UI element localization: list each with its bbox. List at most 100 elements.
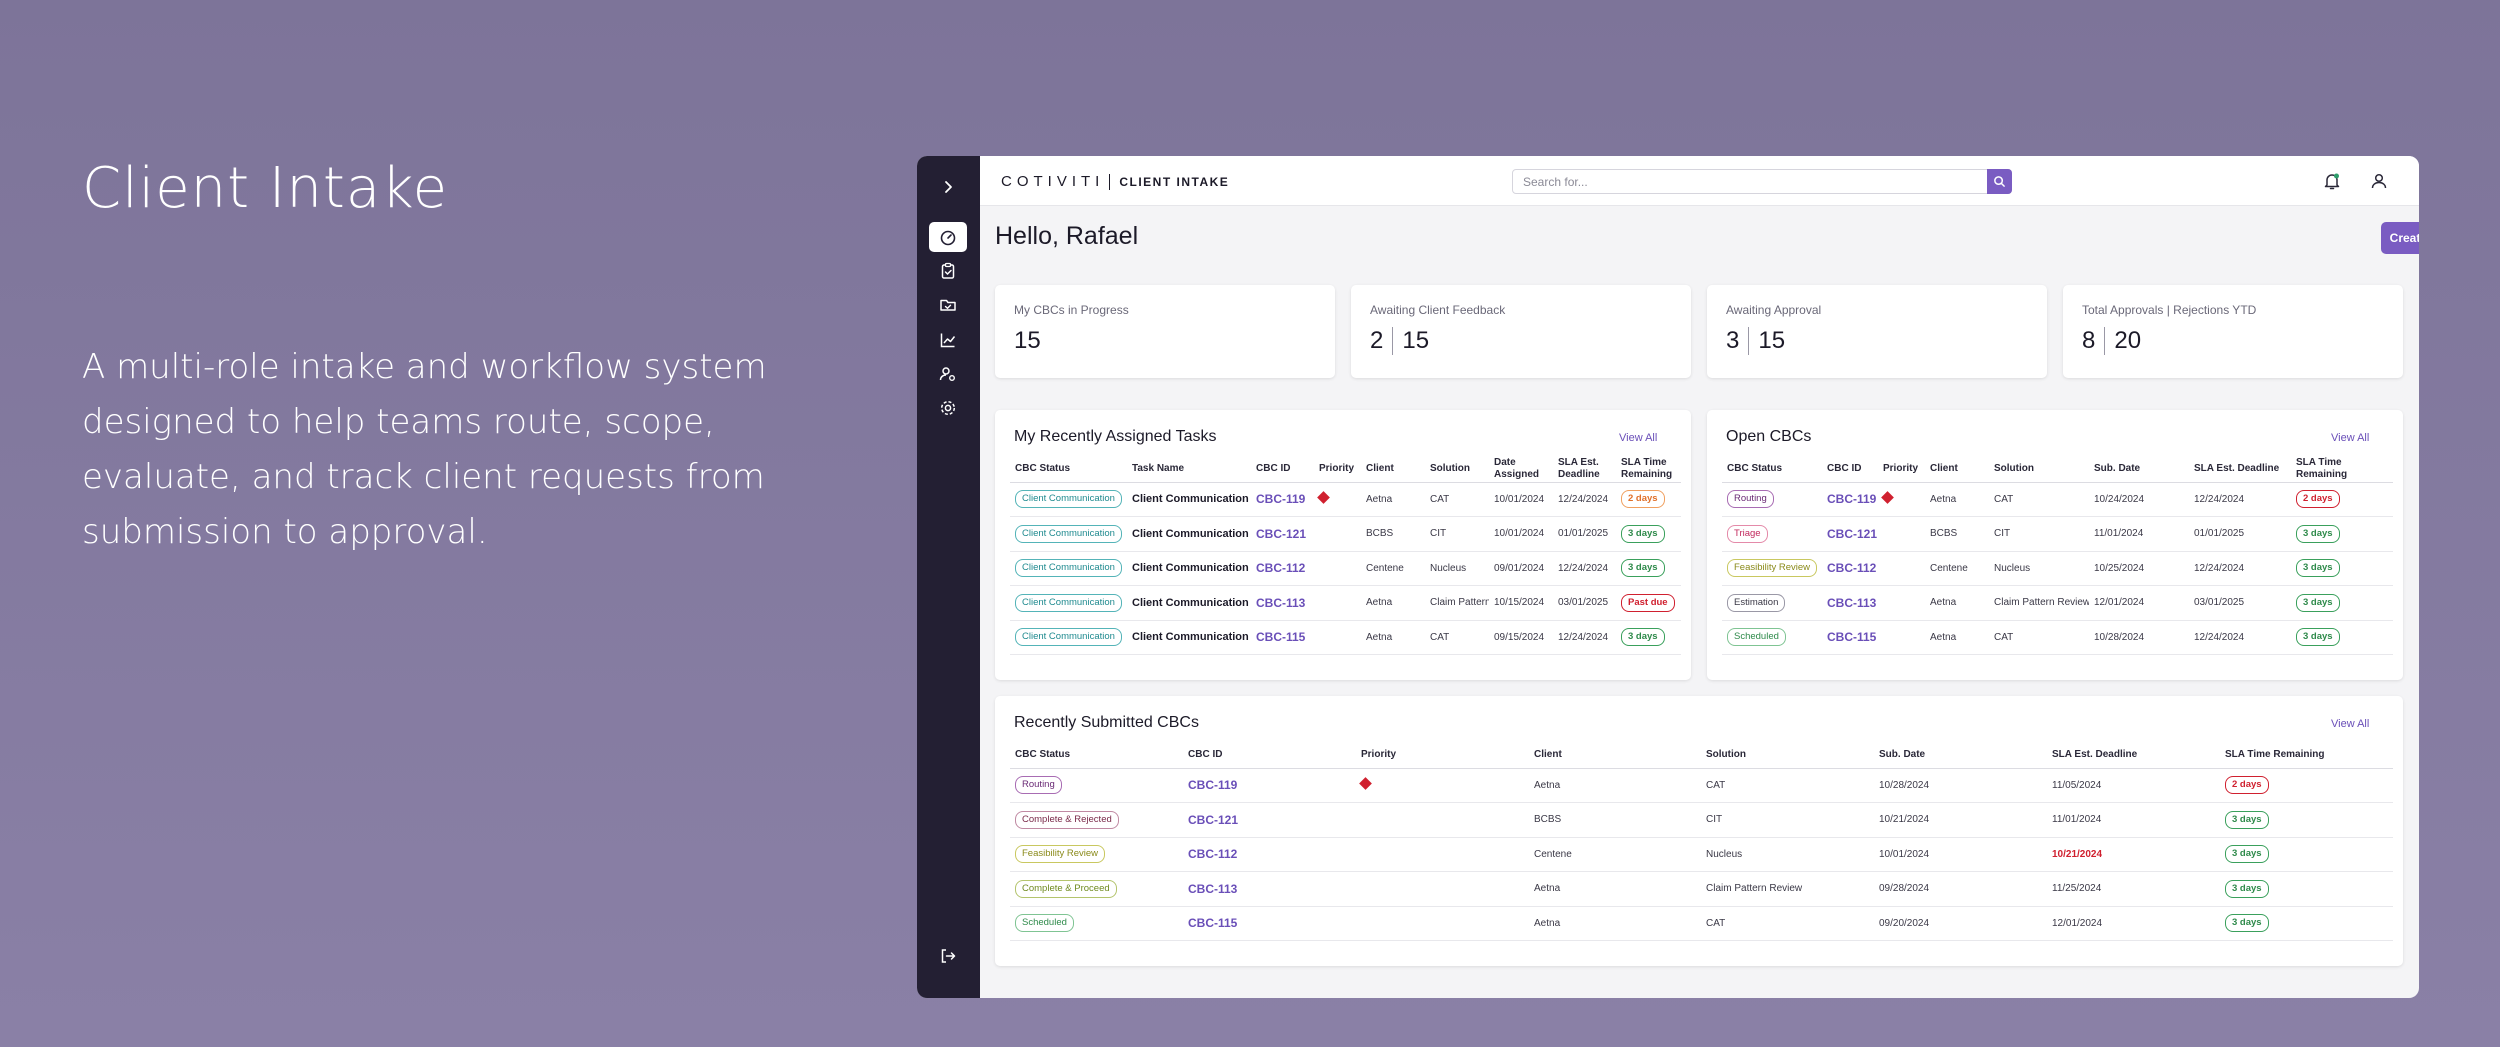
- table-row[interactable]: Feasibility Review CBC-112 Centene Nucleus 1…: [1722, 551, 2393, 586]
- column-header: SLA Time Remaining: [2296, 456, 2348, 480]
- cbc-id-link[interactable]: CBC-119: [1188, 778, 1238, 793]
- stat-values: 3 15: [1726, 327, 1785, 355]
- gear-icon[interactable]: [929, 393, 967, 423]
- stat-values: 2 15: [1370, 327, 1429, 355]
- table-row[interactable]: Triage CBC-121 BCBS CIT 11/01/2024 01/01/2025…: [1722, 517, 2393, 551]
- table-cell: BCBS: [1930, 528, 1958, 540]
- logo[interactable]: COTIVITI CLIENT INTAKE: [1001, 173, 1229, 190]
- sla-badge: 2 days: [2296, 490, 2340, 509]
- column-header: CBC ID: [1188, 748, 1223, 760]
- sla-badge: 3 days: [2296, 593, 2340, 612]
- table-row[interactable]: Estimation CBC-113 Aetna Claim Pattern Revi…: [1722, 586, 2393, 621]
- stat-card-in-progress[interactable]: My CBCs in Progress 15: [995, 285, 1335, 378]
- stat-card-client-feedback[interactable]: Awaiting Client Feedback 2 15: [1351, 285, 1691, 378]
- stat-card-approvals-ytd[interactable]: Total Approvals | Rejections YTD 8 20: [2063, 285, 2403, 378]
- priority-cell: [1356, 872, 1529, 907]
- cbc-id-link[interactable]: CBC-115: [1188, 916, 1238, 931]
- priority-cell: [1314, 620, 1361, 655]
- table-row[interactable]: Scheduled CBC-115 Aetna CAT 10/28/2024 12/24/…: [1722, 620, 2393, 655]
- view-all-link[interactable]: View All: [2331, 718, 2370, 730]
- table-cell: 01/01/2025: [1558, 528, 1609, 540]
- table-cell: 09/15/2024: [1494, 631, 1545, 643]
- cbc-id-link[interactable]: CBC-121: [1827, 526, 1878, 541]
- column-header: SLA Time Remaining: [2225, 748, 2325, 760]
- cbc-id-link[interactable]: CBC-119: [1827, 492, 1877, 507]
- table-cell: Client Communication: [1132, 596, 1249, 609]
- cbc-id-link[interactable]: CBC-121: [1188, 812, 1239, 827]
- table-row[interactable]: Client Communication Client Communication…: [1010, 551, 1681, 586]
- main-content: COTIVITI CLIENT INTAKE Hello, Rafael Cre…: [980, 156, 2419, 998]
- cbc-id-link[interactable]: CBC-113: [1827, 595, 1877, 610]
- user-settings-icon[interactable]: [929, 359, 967, 389]
- table-cell: 12/24/2024: [2194, 631, 2245, 643]
- logout-icon[interactable]: [929, 941, 967, 971]
- stat-value: 3: [1726, 327, 1740, 354]
- top-bar: COTIVITI CLIENT INTAKE: [980, 156, 2419, 206]
- table-cell: 12/24/2024: [1558, 493, 1609, 505]
- table-row[interactable]: Scheduled CBC-115 Aetna CAT 09/20/2024 12/01/…: [1010, 906, 2393, 941]
- stat-value: 20: [2114, 327, 2142, 354]
- sla-badge: 3 days: [2225, 845, 2269, 864]
- cbc-id-link[interactable]: CBC-112: [1827, 561, 1877, 576]
- status-badge: Client Communication: [1015, 628, 1122, 647]
- table-row[interactable]: Client Communication Client Communication…: [1010, 517, 1681, 551]
- table-row[interactable]: Client Communication Client Communication…: [1010, 482, 1681, 517]
- cbc-id-link[interactable]: CBC-112: [1256, 561, 1306, 576]
- column-header: Client: [1534, 748, 1562, 760]
- column-header: Date Assigned: [1494, 456, 1540, 480]
- cbc-id-link[interactable]: CBC-115: [1256, 630, 1306, 645]
- table-row[interactable]: Feasibility Review CBC-112 Centene Nucleus 1…: [1010, 837, 2393, 872]
- notification-bell-icon[interactable]: [2321, 170, 2343, 192]
- search-input[interactable]: [1513, 170, 1983, 193]
- table-cell: Client Communication: [1132, 493, 1249, 506]
- table-cell: Centene: [1930, 562, 1968, 574]
- dashboard-gauge-icon[interactable]: [929, 222, 967, 252]
- table-cell: Aetna: [1930, 631, 1957, 643]
- sla-badge: 3 days: [2296, 628, 2340, 647]
- table-cell: Aetna: [1534, 779, 1561, 791]
- create-cbc-button[interactable]: Create CBC: [2381, 222, 2419, 254]
- folder-check-icon[interactable]: [929, 290, 967, 320]
- logo-divider: [1109, 173, 1111, 190]
- stat-card-awaiting-approval[interactable]: Awaiting Approval 3 15: [1707, 285, 2047, 378]
- table-cell: 10/25/2024: [2094, 562, 2145, 574]
- table-row[interactable]: Client Communication Client Communication…: [1010, 620, 1681, 655]
- cbc-id-link[interactable]: CBC-121: [1256, 526, 1307, 541]
- status-cell: Complete & Proceed: [1010, 872, 1183, 907]
- status-badge: Triage: [1727, 524, 1768, 543]
- sla-cell: 3 days: [2291, 586, 2393, 621]
- table-row[interactable]: Complete & Proceed CBC-113 Aetna Claim Patt…: [1010, 872, 2393, 907]
- table-row[interactable]: Complete & Rejected CBC-121 BCBS CIT 10/21/2…: [1010, 803, 2393, 837]
- clipboard-check-icon[interactable]: [929, 256, 967, 286]
- table-row[interactable]: Routing CBC-119 Aetna CAT 10/24/2024 12/24/20…: [1722, 482, 2393, 517]
- status-badge: Routing: [1727, 490, 1774, 509]
- table-cell: Claim Pattern Review: [1994, 597, 2089, 609]
- table-cell: 01/01/2025: [2194, 528, 2245, 540]
- view-all-link[interactable]: View All: [1619, 432, 1658, 444]
- table-header-row: CBC Status Task Name CBC ID Priority Client S…: [1010, 456, 1681, 482]
- recently-submitted-cbcs-panel: Recently Submitted CBCs View All CBC Sta…: [995, 696, 2403, 966]
- cbc-id-link[interactable]: CBC-113: [1256, 595, 1306, 610]
- chevron-right-icon[interactable]: [929, 172, 967, 202]
- sla-badge: 3 days: [1621, 524, 1665, 543]
- status-cell: Routing: [1722, 482, 1822, 517]
- view-all-link[interactable]: View All: [2331, 432, 2370, 444]
- cbc-id-link[interactable]: CBC-115: [1827, 630, 1877, 645]
- search-button[interactable]: [1987, 169, 2012, 194]
- table-row[interactable]: Routing CBC-119 Aetna CAT 10/28/2024 11/05/20…: [1010, 768, 2393, 803]
- cbc-id-link[interactable]: CBC-119: [1256, 492, 1306, 507]
- status-cell: Client Communication: [1010, 482, 1127, 517]
- cbc-id-link[interactable]: CBC-113: [1188, 881, 1238, 896]
- column-header: SLA Time Remaining: [1621, 456, 1673, 480]
- table-row[interactable]: Client Communication Client Communication…: [1010, 586, 1681, 621]
- line-chart-icon[interactable]: [929, 325, 967, 355]
- hero-description: A multi-role intake and workflow system …: [82, 347, 767, 552]
- stat-divider: [1748, 327, 1750, 355]
- status-badge: Client Communication: [1015, 524, 1122, 543]
- sla-cell: Past due: [1616, 586, 1681, 621]
- table-cell: CIT: [1994, 528, 2011, 540]
- sidebar: [917, 156, 980, 998]
- table-cell: Aetna: [1534, 917, 1561, 929]
- cbc-id-link[interactable]: CBC-112: [1188, 847, 1238, 862]
- user-profile-icon[interactable]: [2368, 170, 2390, 192]
